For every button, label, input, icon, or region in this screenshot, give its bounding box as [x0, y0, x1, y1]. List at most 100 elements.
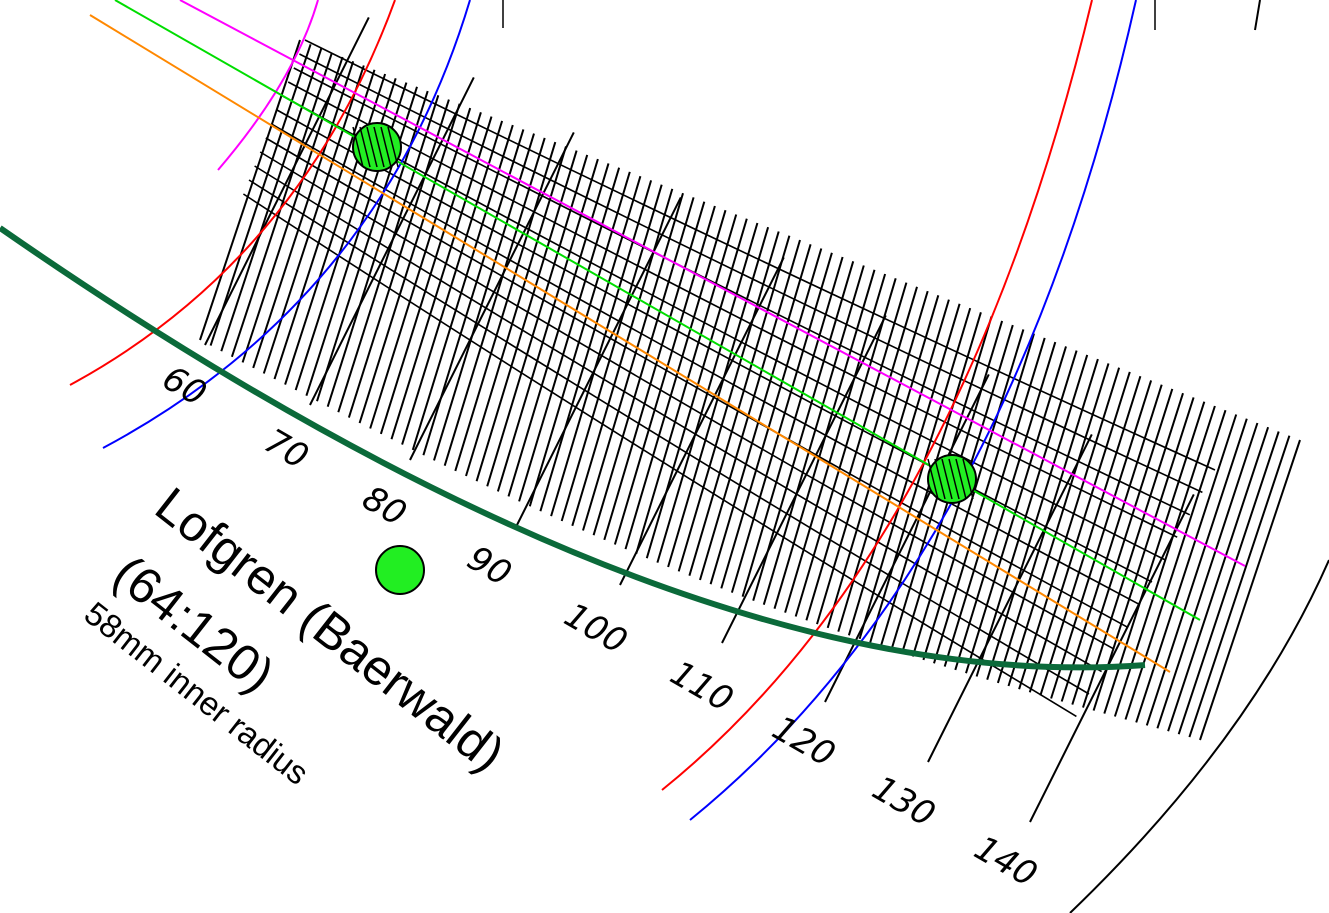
radius-label: 140	[968, 828, 1044, 895]
green-line	[114, 0, 1201, 621]
grid-stroke	[1018, 367, 1121, 690]
grid-cross-line	[271, 123, 1140, 606]
blue-arc-left	[102, 0, 471, 449]
grid-stroke	[465, 146, 567, 477]
grid-stroke	[199, 39, 301, 341]
grid-stroke	[1167, 426, 1270, 732]
grid-cross-line	[254, 165, 1102, 673]
magenta-arc-left	[217, 0, 319, 171]
grid-stroke	[518, 167, 621, 502]
radius-label: 60	[156, 358, 213, 414]
grid-stroke	[528, 171, 631, 507]
grid-stroke	[390, 116, 493, 440]
radius-tick	[824, 373, 990, 703]
grid-stroke	[273, 69, 376, 380]
null-point-hatch	[962, 458, 974, 500]
grid-stroke	[379, 112, 482, 435]
red-arc-left	[69, 0, 396, 386]
grid-stroke	[1145, 418, 1248, 726]
grid-stroke	[262, 65, 365, 374]
outer-edge-arcs	[502, 0, 1329, 913]
grid-stroke	[209, 43, 312, 346]
null-point-hatch	[373, 126, 385, 168]
magenta-line	[179, 0, 1246, 567]
null-point-hatch	[380, 126, 392, 168]
radius-label: 80	[356, 478, 413, 534]
grid-stroke	[560, 184, 663, 522]
grid-stroke	[1071, 388, 1174, 705]
radius-tick	[619, 256, 785, 586]
grid-stroke	[582, 192, 684, 531]
grid-stroke	[922, 329, 1025, 661]
grid-stroke	[571, 188, 674, 527]
grid-stroke	[443, 137, 546, 466]
grid-stroke	[603, 201, 706, 541]
grid-stroke	[1103, 401, 1206, 714]
grid-stroke	[720, 248, 823, 589]
grid-stroke	[794, 278, 897, 617]
grid-cross-line	[287, 81, 1178, 538]
grid-stroke	[411, 124, 514, 451]
grid-stroke	[1156, 422, 1259, 729]
grid-cross-line	[259, 151, 1115, 650]
grid-stroke	[347, 99, 450, 418]
null-point-hatch	[352, 126, 364, 168]
grid-cross-line	[293, 67, 1191, 516]
grid-stroke	[241, 56, 344, 363]
grid-stroke	[1082, 392, 1184, 708]
grid-stroke	[826, 290, 929, 629]
grid-stroke	[337, 94, 440, 413]
grid-cross-line	[242, 193, 1077, 718]
grid-stroke	[613, 205, 716, 545]
grid-stroke	[709, 244, 812, 585]
grid-stroke	[230, 52, 333, 358]
grid-stroke	[220, 48, 323, 352]
grid-stroke	[933, 333, 1035, 664]
null-point-hatch	[387, 126, 399, 168]
grid-cross-line	[276, 109, 1153, 583]
radius-tick	[927, 433, 1093, 763]
radius-label: 90	[461, 538, 518, 594]
grid-stroke	[496, 158, 599, 492]
tangent-lines	[89, 0, 1246, 673]
grid-stroke	[858, 303, 961, 640]
alignment-grid-crossings	[242, 39, 1216, 718]
groove-arc	[0, 225, 1146, 671]
null-point-hatch	[927, 458, 939, 500]
null-point-hatch	[948, 458, 960, 500]
null-point-hatch	[359, 126, 371, 168]
grid-stroke	[847, 299, 950, 636]
title-block: Lofgren (Baerwald) (64:120) 58mm inner r…	[78, 477, 515, 792]
grid-stroke	[762, 265, 865, 605]
grid-stroke	[1007, 363, 1110, 687]
center-dot	[375, 545, 425, 595]
grid-stroke	[784, 273, 887, 613]
grid-stroke	[1177, 431, 1280, 735]
radius-tick-marks	[204, 16, 1195, 823]
grid-stroke	[550, 180, 653, 517]
grid-stroke	[1028, 371, 1131, 693]
grid-stroke	[688, 235, 791, 576]
grid-stroke	[1188, 435, 1291, 738]
radius-label: 110	[664, 653, 740, 720]
grid-cross-line	[282, 95, 1165, 561]
radius-tick	[409, 131, 575, 461]
radius-tick	[204, 16, 370, 346]
radius-label: 100	[558, 595, 634, 662]
grid-stroke	[454, 141, 557, 472]
null-point-markers	[352, 122, 977, 595]
null-point-hatch	[955, 458, 967, 500]
grid-stroke	[1135, 414, 1238, 723]
radius-label: 130	[866, 768, 942, 835]
radius-tick	[1029, 493, 1195, 823]
null-point-hatch	[934, 458, 946, 500]
record-edge-arc	[1069, 559, 1329, 913]
grid-stroke	[965, 346, 1067, 674]
null-point-hatch	[366, 126, 378, 168]
grid-cross-line	[304, 39, 1216, 471]
grid-stroke	[1092, 397, 1195, 711]
grid-stroke	[358, 103, 461, 424]
grid-stroke	[635, 214, 738, 554]
grid-stroke	[752, 261, 855, 601]
grid-stroke	[677, 231, 780, 572]
